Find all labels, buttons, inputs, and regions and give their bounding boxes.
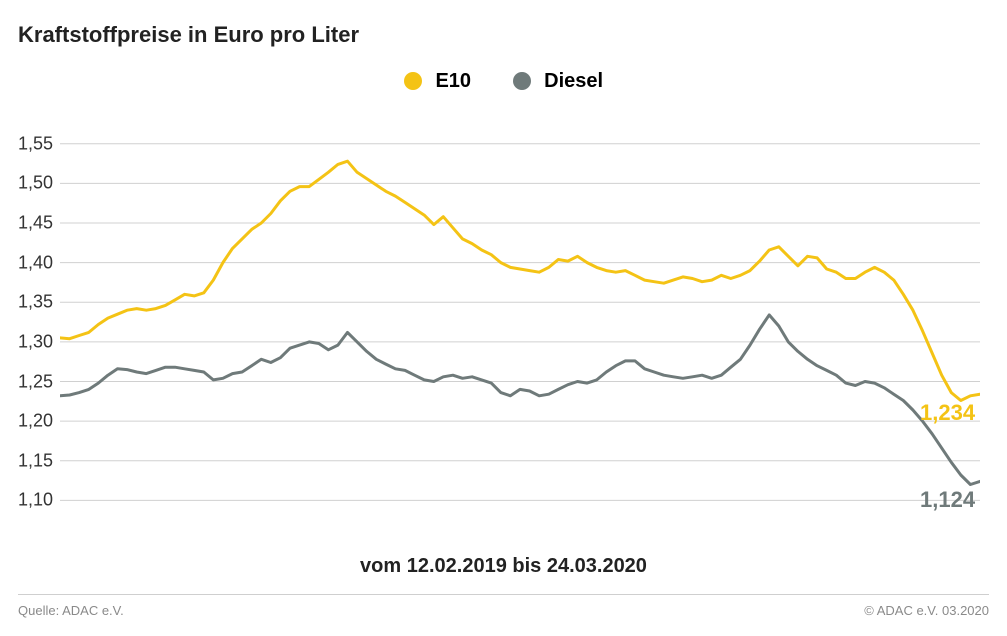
legend-dot-diesel — [513, 72, 531, 90]
legend: E10 Diesel — [0, 70, 1007, 93]
ytick-label: 1,45 — [18, 213, 58, 234]
chart-container: Kraftstoffpreise in Euro pro Liter E10 D… — [0, 0, 1007, 636]
plot-area — [60, 120, 980, 540]
ytick-label: 1,40 — [18, 252, 58, 273]
legend-label-e10: E10 — [435, 70, 471, 92]
footer-copyright: © ADAC e.V. 03.2020 — [864, 603, 989, 618]
ytick-label: 1,15 — [18, 450, 58, 471]
series-end-value: 1,234 — [920, 400, 975, 426]
series-end-value: 1,124 — [920, 487, 975, 513]
x-axis-label: vom 12.02.2019 bis 24.03.2020 — [0, 555, 1007, 578]
ytick-label: 1,50 — [18, 173, 58, 194]
ytick-label: 1,25 — [18, 371, 58, 392]
footer: Quelle: ADAC e.V. © ADAC e.V. 03.2020 — [18, 594, 989, 618]
ytick-label: 1,55 — [18, 133, 58, 154]
ytick-label: 1,35 — [18, 292, 58, 313]
legend-item-diesel: Diesel — [513, 70, 604, 92]
footer-source: Quelle: ADAC e.V. — [18, 603, 124, 618]
ytick-label: 1,30 — [18, 331, 58, 352]
plot-svg — [60, 120, 980, 540]
chart-title: Kraftstoffpreise in Euro pro Liter — [18, 22, 359, 48]
legend-label-diesel: Diesel — [544, 70, 603, 92]
ytick-label: 1,10 — [18, 490, 58, 511]
legend-item-e10: E10 — [404, 70, 477, 92]
legend-dot-e10 — [404, 72, 422, 90]
ytick-label: 1,20 — [18, 411, 58, 432]
